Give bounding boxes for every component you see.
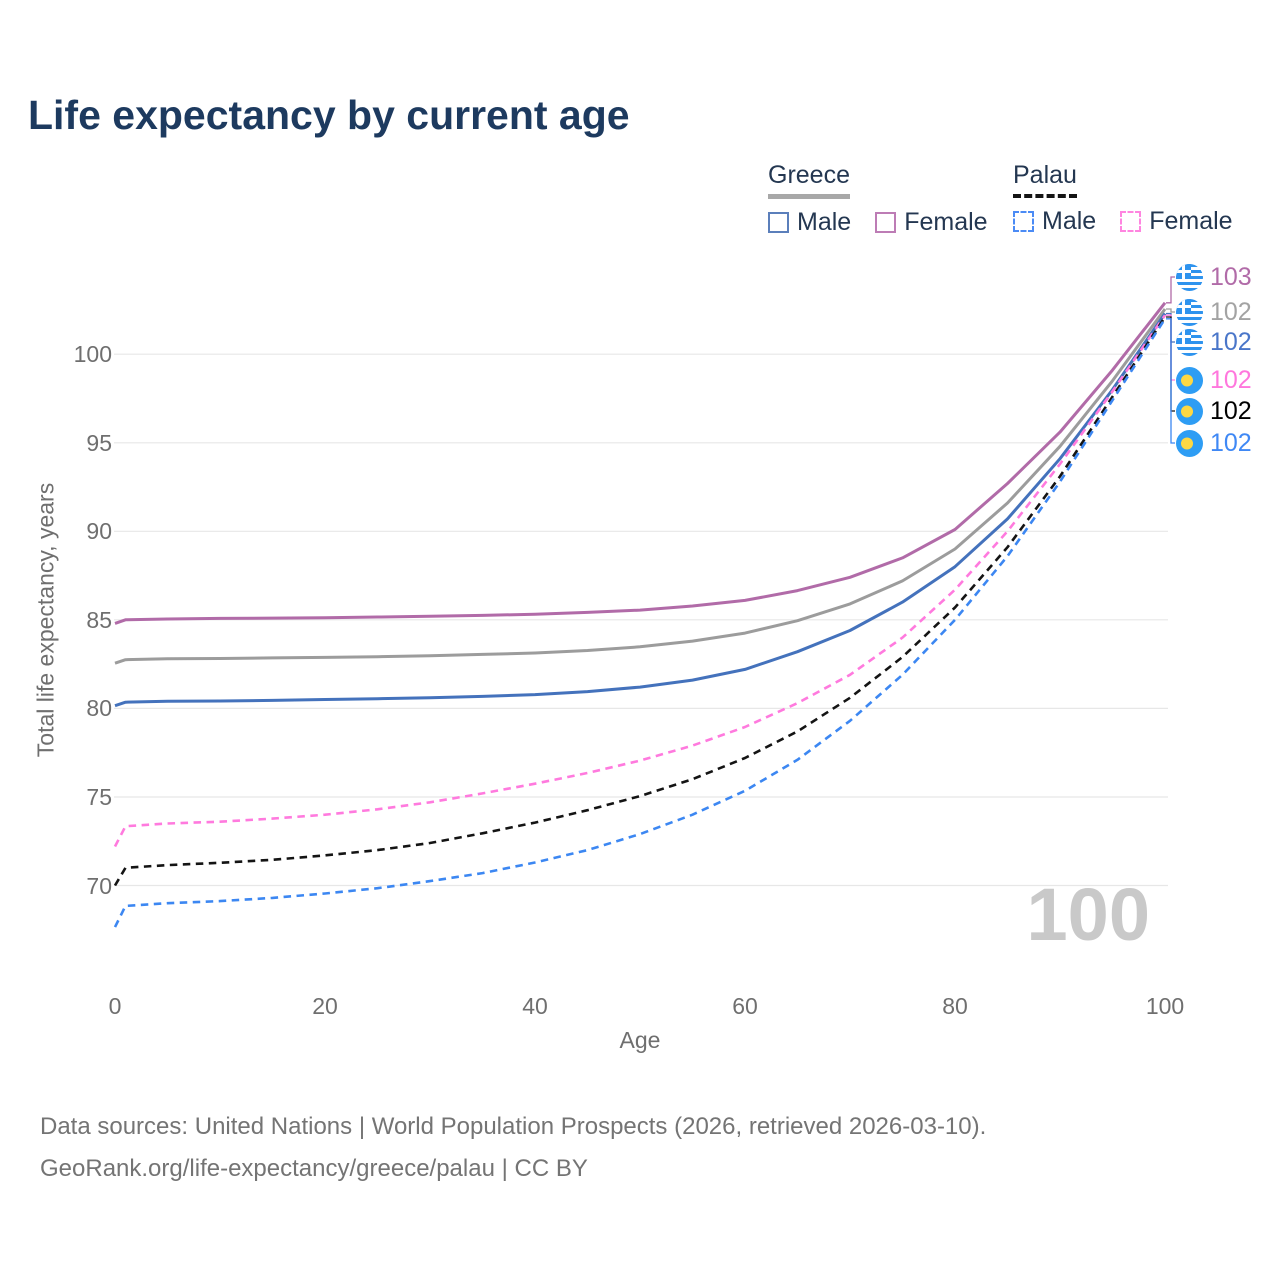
end-label-greece-both-sexes: 102	[1176, 297, 1252, 327]
end-label-connector	[1166, 276, 1175, 304]
y-tick-95: 95	[86, 429, 112, 456]
palau-flag-icon	[1176, 397, 1203, 425]
end-label-value: 102	[1210, 365, 1252, 394]
y-axis-title: Total life expectancy, years	[32, 482, 59, 758]
series-line-greece-both-sexes	[114, 308, 1167, 665]
series-line-palau-both-sexes	[113, 316, 1167, 887]
x-axis-title: Age	[619, 1027, 661, 1053]
legend-group-palau: Palau Male Female	[1013, 161, 1233, 236]
x-tick-60: 60	[732, 993, 758, 1019]
age-counter-watermark: 100	[1026, 873, 1150, 956]
end-label-greece-female: 103	[1176, 262, 1252, 292]
palau-flag-icon	[1176, 366, 1203, 394]
end-label-value: 102	[1210, 396, 1252, 425]
palau-flag-icon	[1176, 429, 1203, 457]
y-tick-85: 85	[86, 606, 112, 633]
x-tick-20: 20	[312, 993, 338, 1019]
legend-item-palau-female[interactable]: Female	[1120, 207, 1233, 236]
legend-swatch-icon	[875, 212, 897, 233]
end-label-connector	[1166, 318, 1175, 444]
greece-flag-icon	[1176, 299, 1203, 326]
end-label-value: 102	[1210, 428, 1252, 457]
x-tick-80: 80	[942, 993, 968, 1019]
greece-flag-icon	[1176, 329, 1203, 356]
series-line-greece-female	[114, 301, 1167, 625]
x-tick-0: 0	[108, 993, 122, 1019]
footer-data-sources: Data sources: United Nations | World Pop…	[40, 1113, 987, 1140]
footer: Data sources: United Nations | World Pop…	[40, 1106, 986, 1190]
series-line-palau-male	[113, 318, 1167, 928]
y-tick-80: 80	[86, 695, 112, 722]
x-tick-100: 100	[1145, 993, 1185, 1019]
x-tick-40: 40	[522, 993, 548, 1019]
legend-item-label: Female	[1149, 207, 1233, 235]
end-label-value: 102	[1210, 327, 1252, 356]
y-tick-100: 100	[73, 341, 112, 368]
y-tick-90: 90	[86, 518, 112, 545]
y-tick-75: 75	[86, 783, 112, 810]
legend-country-palau[interactable]: Palau	[1013, 161, 1077, 198]
greece-flag-icon	[1176, 264, 1203, 291]
legend-item-label: Male	[797, 208, 852, 236]
legend-item-label: Male	[1042, 207, 1097, 235]
y-tick-70: 70	[86, 872, 112, 899]
series-line-palau-female	[113, 314, 1167, 848]
legend-swatch-icon	[1120, 211, 1142, 232]
end-label-palau-female: 102	[1176, 365, 1252, 395]
legend-swatch-icon	[1013, 211, 1034, 232]
footer-attribution: GeoRank.org/life-expectancy/greece/palau…	[40, 1155, 588, 1182]
end-label-palau-male: 102	[1176, 428, 1252, 458]
legend-swatch-icon	[768, 212, 789, 233]
legend-row: Male Female	[768, 208, 988, 237]
end-label-connector	[1166, 308, 1175, 313]
chart-title: Life expectancy by current age	[28, 92, 630, 138]
legend-item-greece-male[interactable]: Male	[768, 208, 851, 237]
legend-group-greece: Greece Male Female	[768, 161, 988, 237]
gridlines	[114, 353, 1168, 887]
end-label-palau-both-sexes: 102	[1176, 396, 1252, 426]
end-label-value: 102	[1210, 297, 1252, 326]
end-label-value: 103	[1210, 262, 1252, 291]
legend-item-label: Female	[904, 208, 988, 236]
series-line-greece-male	[114, 312, 1167, 708]
end-label-greece-male: 102	[1176, 327, 1252, 357]
legend-row: Male Female	[1013, 207, 1233, 236]
legend-item-palau-male[interactable]: Male	[1013, 207, 1096, 236]
legend-country-greece[interactable]: Greece	[768, 161, 850, 199]
legend-item-greece-female[interactable]: Female	[875, 208, 988, 237]
